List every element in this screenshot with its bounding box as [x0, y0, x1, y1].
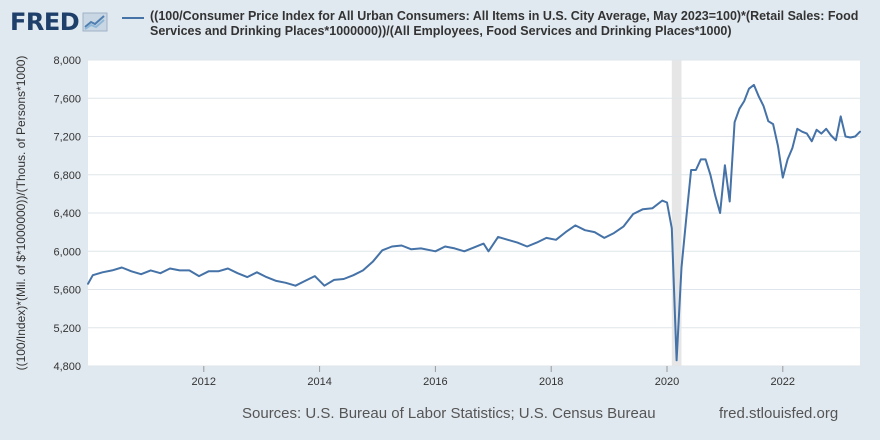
x-tick-label: 2016: [423, 376, 447, 388]
y-tick-label: 7,200: [53, 132, 81, 144]
legend-series-name: ((100/Consumer Price Index for All Urban…: [150, 9, 859, 38]
x-tick-label: 2012: [192, 376, 216, 388]
x-tick-label: 2018: [539, 376, 563, 388]
y-tick-label: 7,600: [53, 93, 81, 105]
y-tick-label: 5,200: [53, 323, 81, 335]
y-tick-label: 6,000: [53, 246, 81, 258]
series-line[interactable]: [87, 83, 861, 362]
fred-site-link[interactable]: fred.stlouisfed.org: [719, 405, 839, 422]
fred-logo-text: FRED: [10, 8, 80, 36]
y-tick-label: 6,800: [53, 170, 81, 182]
legend-swatch: [122, 17, 144, 19]
x-tick-label: 2022: [771, 376, 795, 388]
y-tick-label: 6,400: [53, 208, 81, 220]
y-tick-label: 4,800: [53, 361, 81, 373]
fred-logo[interactable]: FRED: [10, 8, 108, 36]
sources-text: Sources: U.S. Bureau of Labor Statistics…: [242, 405, 656, 422]
y-tick-label: 5,600: [53, 285, 81, 297]
y-tick-label: 8,000: [53, 55, 81, 67]
fred-chart-icon: [82, 12, 108, 32]
x-tick-label: 2020: [655, 376, 679, 388]
x-tick-label: 2014: [307, 376, 331, 388]
chart-legend: ((100/Consumer Price Index for All Urban…: [122, 9, 862, 39]
